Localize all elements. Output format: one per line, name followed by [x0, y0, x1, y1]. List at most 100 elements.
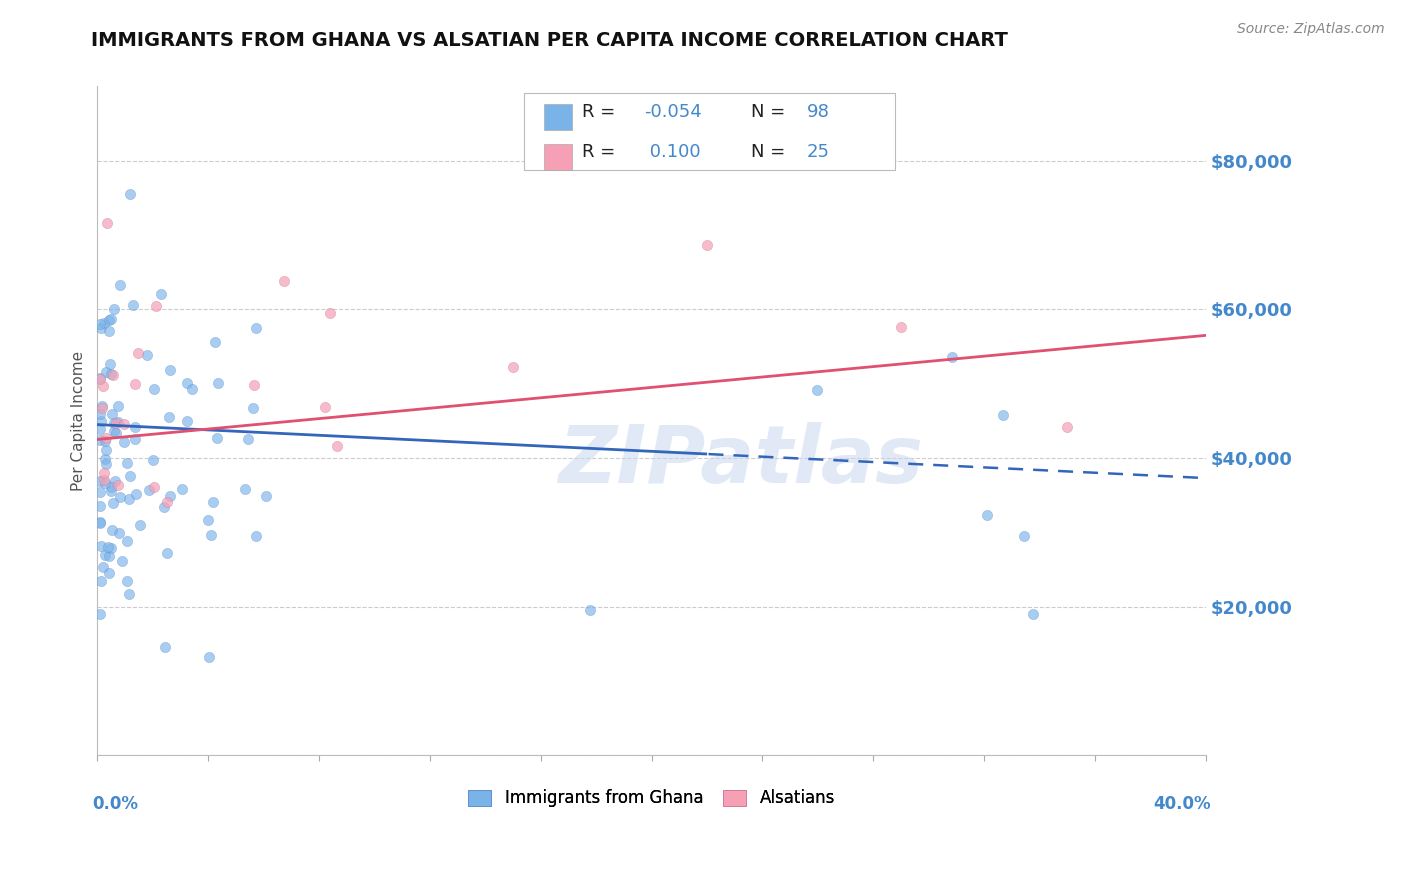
Point [108, 491, 131, 505]
Point [115, 533, 138, 548]
Point [98, 549, 121, 563]
Point [180, 382, 202, 396]
Text: ZIPatlas: ZIPatlas [558, 422, 922, 500]
Point [90, 399, 112, 413]
Text: R =: R = [582, 143, 620, 161]
Point [243, 377, 266, 392]
Point [138, 483, 160, 497]
Point [125, 487, 148, 501]
FancyBboxPatch shape [544, 103, 572, 130]
Point [319, 306, 342, 320]
Point [89, 433, 111, 447]
Point [157, 410, 180, 425]
Point [97, 541, 120, 555]
Point [90, 321, 112, 335]
Point [89, 372, 111, 386]
Point [159, 489, 181, 503]
Point [890, 320, 912, 334]
Point [112, 417, 135, 432]
Text: 0.0%: 0.0% [91, 796, 138, 814]
Point [502, 360, 524, 375]
Point [89, 408, 111, 422]
Point [1012, 529, 1035, 543]
Point [142, 452, 165, 467]
Point [98, 566, 121, 581]
Point [103, 416, 125, 430]
Text: N =: N = [751, 143, 792, 161]
Legend: Immigrants from Ghana, Alsatians: Immigrants from Ghana, Alsatians [461, 782, 842, 814]
Text: 0.100: 0.100 [644, 143, 700, 161]
Point [150, 286, 173, 301]
Point [118, 492, 141, 507]
Point [124, 432, 146, 446]
Point [89, 317, 111, 331]
Point [94, 365, 117, 379]
Point [115, 574, 138, 589]
Point [176, 414, 198, 428]
Point [97, 313, 120, 327]
Point [207, 431, 229, 445]
Point [89, 607, 111, 622]
Point [118, 187, 141, 202]
Point [90, 539, 112, 553]
FancyBboxPatch shape [544, 144, 572, 170]
Point [90, 414, 112, 428]
Point [124, 420, 146, 434]
Point [89, 422, 111, 436]
Point [159, 363, 181, 377]
Point [245, 529, 267, 543]
Point [115, 456, 138, 470]
Point [155, 640, 177, 654]
Point [197, 513, 219, 527]
Point [100, 541, 122, 556]
Point [254, 489, 277, 503]
Point [233, 482, 256, 496]
Point [100, 480, 122, 494]
Point [105, 426, 128, 441]
Point [1022, 607, 1045, 621]
Point [127, 345, 149, 359]
Point [200, 527, 222, 541]
Point [112, 434, 135, 449]
Point [90, 574, 112, 589]
Point [145, 298, 167, 312]
Point [93, 474, 115, 488]
Point [118, 468, 141, 483]
Point [96, 431, 118, 445]
Point [245, 321, 267, 335]
Point [101, 523, 124, 537]
Point [118, 586, 141, 600]
Point [142, 382, 165, 396]
Text: IMMIGRANTS FROM GHANA VS ALSATIAN PER CAPITA INCOME CORRELATION CHART: IMMIGRANTS FROM GHANA VS ALSATIAN PER CA… [91, 31, 1008, 50]
Point [103, 368, 125, 383]
Point [104, 416, 127, 430]
Point [89, 516, 111, 531]
Point [94, 475, 117, 490]
Point [696, 238, 718, 252]
Point [1056, 419, 1078, 434]
Point [94, 548, 117, 562]
Point [124, 377, 146, 392]
Point [101, 407, 124, 421]
Point [108, 278, 131, 293]
Point [91, 378, 114, 392]
Point [104, 475, 127, 489]
Point [96, 457, 118, 471]
Text: 98: 98 [807, 103, 830, 120]
Point [93, 434, 115, 448]
Point [100, 368, 122, 382]
Point [122, 298, 145, 312]
Point [136, 348, 159, 362]
Point [94, 442, 117, 457]
Point [153, 500, 176, 515]
Point [273, 274, 295, 288]
Point [111, 554, 134, 568]
Point [100, 484, 122, 499]
Point [242, 401, 264, 415]
Point [156, 494, 179, 508]
Point [204, 335, 226, 350]
Text: -0.054: -0.054 [644, 103, 702, 120]
Point [89, 499, 111, 513]
Point [89, 485, 111, 500]
FancyBboxPatch shape [524, 93, 896, 170]
